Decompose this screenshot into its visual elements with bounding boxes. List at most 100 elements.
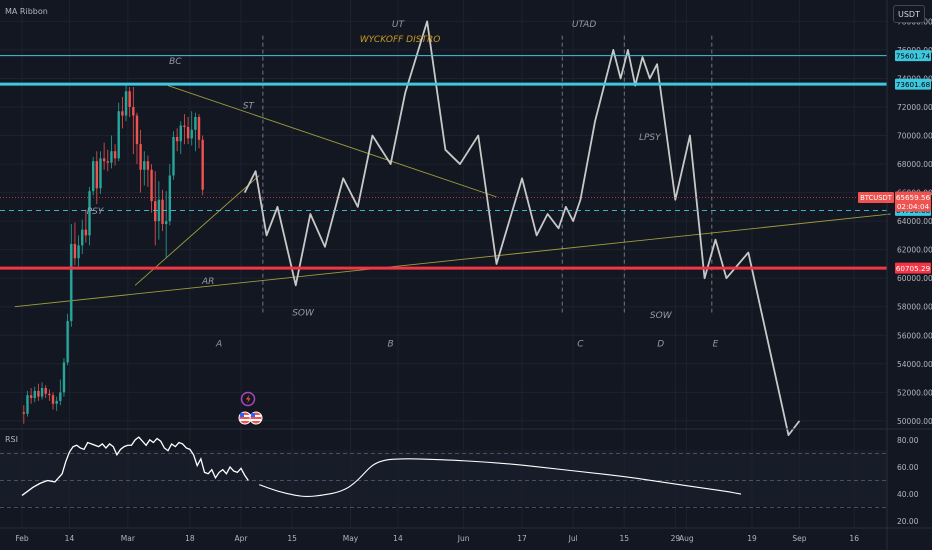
trendline [14, 213, 891, 308]
horizontal-levels [0, 55, 887, 270]
annotation-label: PSY [87, 207, 105, 217]
price-tick: 62000.00 [897, 246, 932, 255]
time-tick: 16 [849, 534, 859, 543]
candle-body [84, 229, 88, 236]
price-tag-text: 75601.74 [896, 51, 931, 60]
flash-event-icon[interactable] [240, 391, 256, 407]
time-tick: Feb [15, 534, 29, 543]
price-tick: 68000.00 [897, 160, 932, 169]
annotation-label: D [657, 340, 664, 350]
current-price-text: 65659.56 [896, 193, 931, 202]
annotation-label: UT [392, 20, 406, 30]
candle-body [150, 169, 153, 202]
candle-body [186, 126, 190, 139]
candle-body [59, 392, 62, 401]
candle-body [51, 395, 55, 404]
time-tick: Jun [457, 534, 470, 543]
price-tag-bg [895, 262, 931, 274]
candle-body [179, 125, 182, 142]
candle-body [132, 107, 135, 116]
rsi-tick: 80.00 [897, 436, 919, 445]
time-tick: 29 [671, 534, 681, 543]
chart-title: WYCKOFF DISTRO [360, 35, 441, 45]
time-tick: Sep [792, 534, 806, 543]
price-tick: 58000.00 [897, 303, 932, 312]
us-flag-event-icon-2[interactable] [249, 411, 263, 425]
annotation-label: ST [243, 101, 256, 111]
annotation-label: E [713, 340, 719, 350]
candle-body [168, 175, 172, 222]
wyckoff-projection [243, 20, 801, 437]
candle-body [175, 136, 179, 142]
symbol-tag: BTCUSDT [858, 191, 894, 203]
candle-body [164, 221, 168, 224]
candle-body [146, 161, 150, 170]
rsi-axis: 80.00 60.00 40.00 20.00 [897, 436, 919, 526]
price-tag-bg [895, 78, 931, 90]
price-tags: 75601.7473601.6860705.2964750.68BTCUSDT6… [858, 50, 931, 274]
candle-body [29, 395, 33, 399]
time-tick: 17 [517, 534, 527, 543]
countdown-text: 02:04:04 [897, 202, 930, 211]
annotation-label: UTAD [572, 20, 596, 30]
annotation-label: BC [169, 57, 182, 67]
us-flag-event-icon[interactable] [238, 411, 252, 425]
rsi-line [21, 436, 249, 496]
time-tick: Jul [568, 534, 578, 543]
time-tick: 15 [619, 534, 629, 543]
candle-body [117, 111, 120, 159]
candle-body [113, 151, 117, 159]
price-tag-text: 60705.29 [896, 264, 931, 273]
candle-body [143, 161, 146, 170]
annotation-label: SOW [292, 308, 315, 318]
candle-body [121, 111, 124, 116]
candle-body [55, 400, 58, 404]
candle-body [88, 191, 91, 236]
rsi-tick: 20.00 [897, 517, 919, 526]
price-tick: 54000.00 [897, 360, 932, 369]
annotation-label: A [215, 340, 222, 350]
candle-body [77, 245, 80, 259]
symbol-tag-text: BTCUSDT [860, 194, 893, 202]
price-tick: 52000.00 [897, 388, 932, 397]
time-tick: 15 [287, 534, 297, 543]
price-tick: 72000.00 [897, 103, 932, 112]
candle-body [197, 116, 201, 140]
price-tick: 64000.00 [897, 217, 932, 226]
candle-body [62, 362, 66, 393]
candle-body [99, 158, 102, 189]
price-tick: 56000.00 [897, 331, 932, 340]
price-tag: 75601.74 [895, 50, 931, 62]
candle-body [161, 199, 164, 224]
candle-body [66, 321, 69, 363]
price-tick: 70000.00 [897, 132, 932, 141]
rsi-projection-curve [259, 458, 742, 498]
annotation-label: B [388, 340, 394, 350]
currency-button[interactable]: USDT [893, 5, 925, 23]
candle-body [157, 199, 161, 222]
price-tick: 50000.00 [897, 417, 932, 426]
price-tag-text: 73601.68 [896, 80, 931, 89]
candle-body [81, 229, 84, 246]
symbol-tag-bg [858, 191, 894, 203]
rsi-levels [0, 453, 887, 509]
candle-body [172, 136, 175, 176]
candle-body [40, 388, 44, 397]
candle-body [33, 390, 36, 399]
candle-body [48, 393, 51, 396]
time-tick: 18 [185, 534, 195, 543]
ma-ribbon-label[interactable]: MA Ribbon [5, 7, 48, 16]
time-tick: Apr [235, 534, 249, 543]
annotation-label: LPSY [639, 133, 662, 143]
candle-body [70, 243, 73, 321]
rsi-label[interactable]: RSI [5, 435, 18, 444]
price-tick: 60000.00 [897, 274, 932, 283]
candle-body [194, 116, 197, 130]
candle-body [26, 395, 29, 414]
annotation-label: C [577, 340, 584, 350]
time-tick: 19 [747, 534, 757, 543]
projection-path [243, 20, 801, 437]
time-tick: 14 [393, 534, 403, 543]
